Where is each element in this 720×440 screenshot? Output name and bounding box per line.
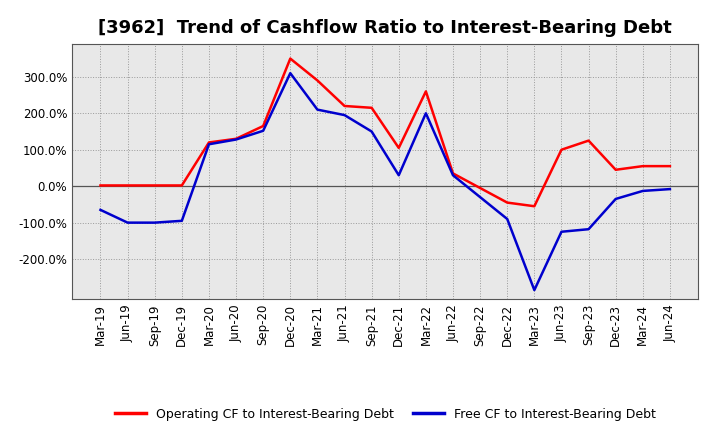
Title: [3962]  Trend of Cashflow Ratio to Interest-Bearing Debt: [3962] Trend of Cashflow Ratio to Intere… bbox=[99, 19, 672, 37]
Legend: Operating CF to Interest-Bearing Debt, Free CF to Interest-Bearing Debt: Operating CF to Interest-Bearing Debt, F… bbox=[109, 403, 661, 425]
